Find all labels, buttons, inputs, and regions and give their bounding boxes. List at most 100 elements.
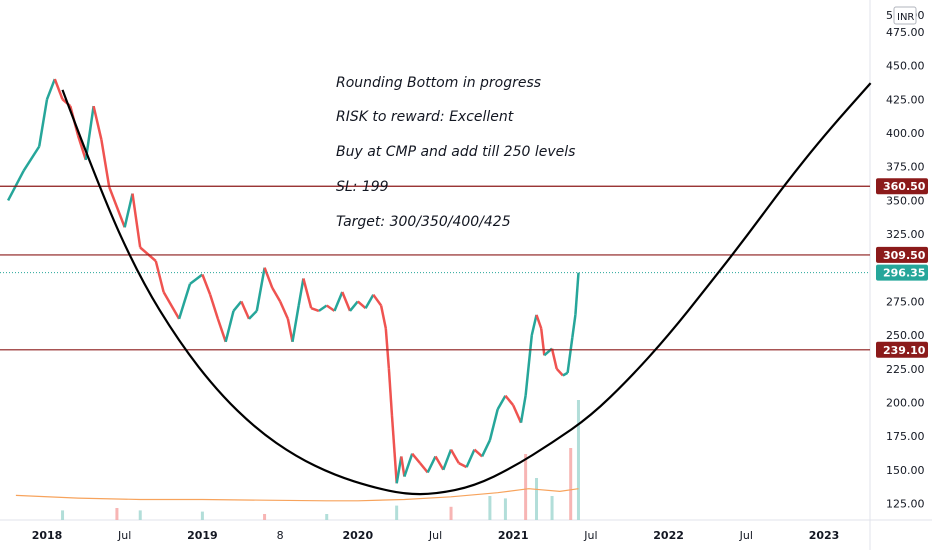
currency-badge[interactable]: 500.00 INR bbox=[886, 6, 925, 25]
volume-bar bbox=[569, 448, 573, 520]
moving-average-layer bbox=[15, 488, 579, 502]
price-segment bbox=[349, 300, 359, 312]
price-segment bbox=[22, 145, 41, 172]
volume-layer bbox=[61, 400, 580, 520]
price-segment bbox=[449, 448, 460, 464]
volume-bar bbox=[395, 505, 399, 520]
price-segment bbox=[255, 267, 266, 312]
price-segment bbox=[458, 461, 468, 469]
price-segment bbox=[400, 456, 406, 477]
price-tick-label: 125.00 bbox=[886, 498, 925, 511]
price-segment bbox=[524, 334, 534, 396]
price-tick-label: 250.00 bbox=[886, 329, 925, 342]
price-segment bbox=[562, 371, 569, 377]
price-layer bbox=[6, 78, 580, 484]
price-segment bbox=[318, 304, 328, 312]
price-tag-box bbox=[876, 341, 928, 358]
price-segment bbox=[92, 105, 103, 140]
price-segment bbox=[419, 462, 429, 474]
volume-bar bbox=[576, 400, 580, 520]
price-segment bbox=[539, 328, 546, 356]
volume-bar bbox=[524, 454, 528, 520]
price-segment bbox=[571, 314, 577, 338]
price-tick-label: 350.00 bbox=[886, 194, 925, 207]
volume-bar bbox=[200, 511, 204, 520]
price-segment bbox=[384, 328, 391, 369]
time-axis[interactable]: 2018 Jul 2019 8 2020 Jul 2021 Jul 2022 Jul 2023 bbox=[32, 529, 840, 542]
price-segment bbox=[333, 291, 344, 312]
price-segment bbox=[426, 455, 437, 474]
price-tags: 360.50 309.50 239.10 296.35 bbox=[876, 178, 928, 358]
volume-bar bbox=[115, 508, 119, 520]
price-tag-box bbox=[876, 246, 928, 263]
price-tick-label: 400.00 bbox=[886, 127, 925, 140]
volume-moving-average-line bbox=[15, 488, 579, 502]
annotation-line-4: SL: 199 bbox=[336, 179, 389, 195]
time-tick-label: 2020 bbox=[342, 529, 373, 542]
price-segment bbox=[535, 314, 543, 329]
price-segment bbox=[139, 246, 157, 262]
price-segment bbox=[201, 274, 212, 296]
price-segment bbox=[216, 318, 227, 343]
price-segment bbox=[297, 278, 305, 306]
price-segment bbox=[434, 455, 445, 471]
price-segment bbox=[530, 314, 538, 336]
price-segment bbox=[123, 193, 134, 228]
price-segment bbox=[248, 310, 258, 320]
curve-layer bbox=[61, 82, 872, 496]
price-segment bbox=[364, 294, 375, 309]
price-segment bbox=[263, 267, 274, 289]
price-segment bbox=[519, 395, 527, 423]
rounding-bottom-curve bbox=[61, 82, 872, 496]
time-tick-label: 2021 bbox=[498, 529, 529, 542]
price-tag-label: 309.50 bbox=[883, 249, 926, 262]
price-tick-label: 325.00 bbox=[886, 228, 925, 241]
price-segment bbox=[566, 337, 574, 373]
annotation-block: Rounding Bottom in progress RISK to rewa… bbox=[336, 75, 575, 230]
price-segment bbox=[442, 449, 453, 471]
levels-layer bbox=[0, 185, 870, 351]
price-axis[interactable]: 125.00 150.00 175.00 200.00 225.00 250.00 275.… bbox=[886, 26, 925, 511]
price-tag-label: 360.50 bbox=[883, 180, 926, 193]
volume-bar bbox=[325, 514, 329, 520]
price-segment bbox=[271, 287, 282, 303]
time-tick-label: 2018 bbox=[32, 529, 63, 542]
price-segment bbox=[53, 78, 64, 100]
price-segment bbox=[209, 294, 220, 320]
price-segment bbox=[177, 283, 192, 320]
currency-label: INR bbox=[897, 12, 914, 23]
price-segment bbox=[488, 408, 499, 441]
price-segment bbox=[550, 348, 558, 370]
price-tick-label: 225.00 bbox=[886, 363, 925, 376]
time-tick-label: Jul bbox=[428, 529, 442, 542]
price-tick-label: 450.00 bbox=[886, 60, 925, 73]
price-segment bbox=[465, 449, 476, 468]
price-segment bbox=[555, 367, 564, 377]
price-segment bbox=[341, 291, 352, 312]
time-tick-label: 2023 bbox=[809, 529, 840, 542]
time-tick-label: 2019 bbox=[187, 529, 218, 542]
price-segment bbox=[76, 135, 87, 161]
time-tick-label: Jul bbox=[739, 529, 753, 542]
price-segment bbox=[232, 300, 243, 312]
price-segment bbox=[84, 105, 95, 161]
price-tick-label: 275.00 bbox=[886, 295, 925, 308]
volume-bar bbox=[449, 506, 453, 520]
price-segment bbox=[504, 394, 515, 406]
volume-bar bbox=[263, 514, 267, 520]
price-segment bbox=[224, 310, 235, 343]
volume-bar bbox=[550, 496, 554, 520]
price-segment bbox=[325, 304, 336, 312]
time-tick-label: 2022 bbox=[653, 529, 684, 542]
price-segment bbox=[108, 186, 126, 228]
price-segment bbox=[395, 456, 403, 484]
price-segment bbox=[131, 193, 142, 248]
price-segment bbox=[310, 307, 320, 313]
current-price-tag-box bbox=[876, 264, 928, 281]
price-tick-label: 425.00 bbox=[886, 93, 925, 106]
price-segment bbox=[480, 439, 492, 457]
price-segment bbox=[189, 273, 204, 285]
price-tick-label: 175.00 bbox=[886, 430, 925, 443]
price-segment bbox=[387, 368, 394, 416]
